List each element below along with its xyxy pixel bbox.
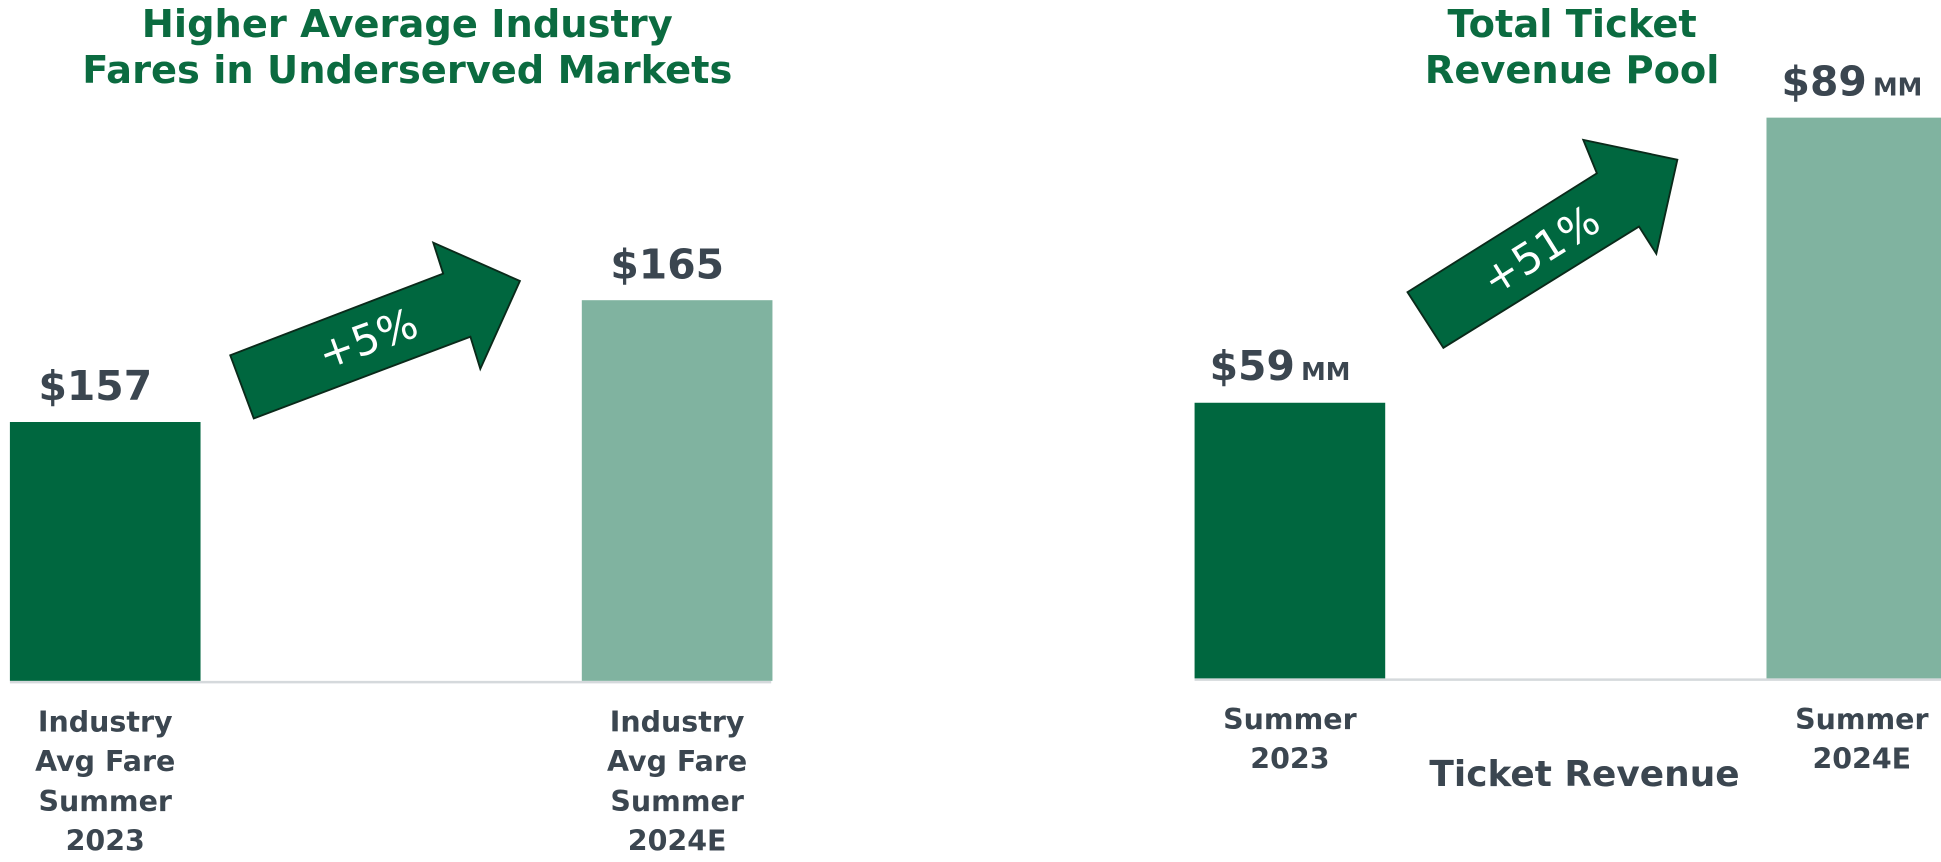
bar: [1194, 402, 1386, 679]
growth-arrow: [229, 240, 522, 420]
value-text: $165: [610, 239, 725, 288]
value-text: $59: [1209, 342, 1295, 391]
value-text: $157: [38, 361, 153, 410]
chart-title: Total Ticket Revenue Pool: [1424, 2, 1720, 93]
category-label: Summer 2023: [1223, 704, 1357, 777]
bar: [581, 300, 773, 681]
growth-arrow: [1406, 138, 1679, 350]
value-unit: MM: [1872, 71, 1923, 102]
x-axis-label: Ticket Revenue: [1429, 752, 1740, 795]
category-label: Summer 2024E: [1795, 704, 1929, 777]
value-label: $157: [38, 361, 152, 409]
bar: [1766, 117, 1941, 679]
category-label: Industry Avg Fare Summer 2023: [35, 706, 176, 858]
value-label: $89 MM: [1782, 57, 1923, 105]
bar: [9, 422, 201, 681]
value-label: $59 MM: [1210, 342, 1351, 390]
value-label: $165: [610, 240, 724, 288]
value-unit: MM: [1301, 356, 1351, 387]
category-label: Industry Avg Fare Summer 2024E: [607, 706, 748, 858]
value-text: $89: [1781, 56, 1867, 106]
chart-title: Higher Average Industry Fares in Underse…: [82, 2, 733, 93]
